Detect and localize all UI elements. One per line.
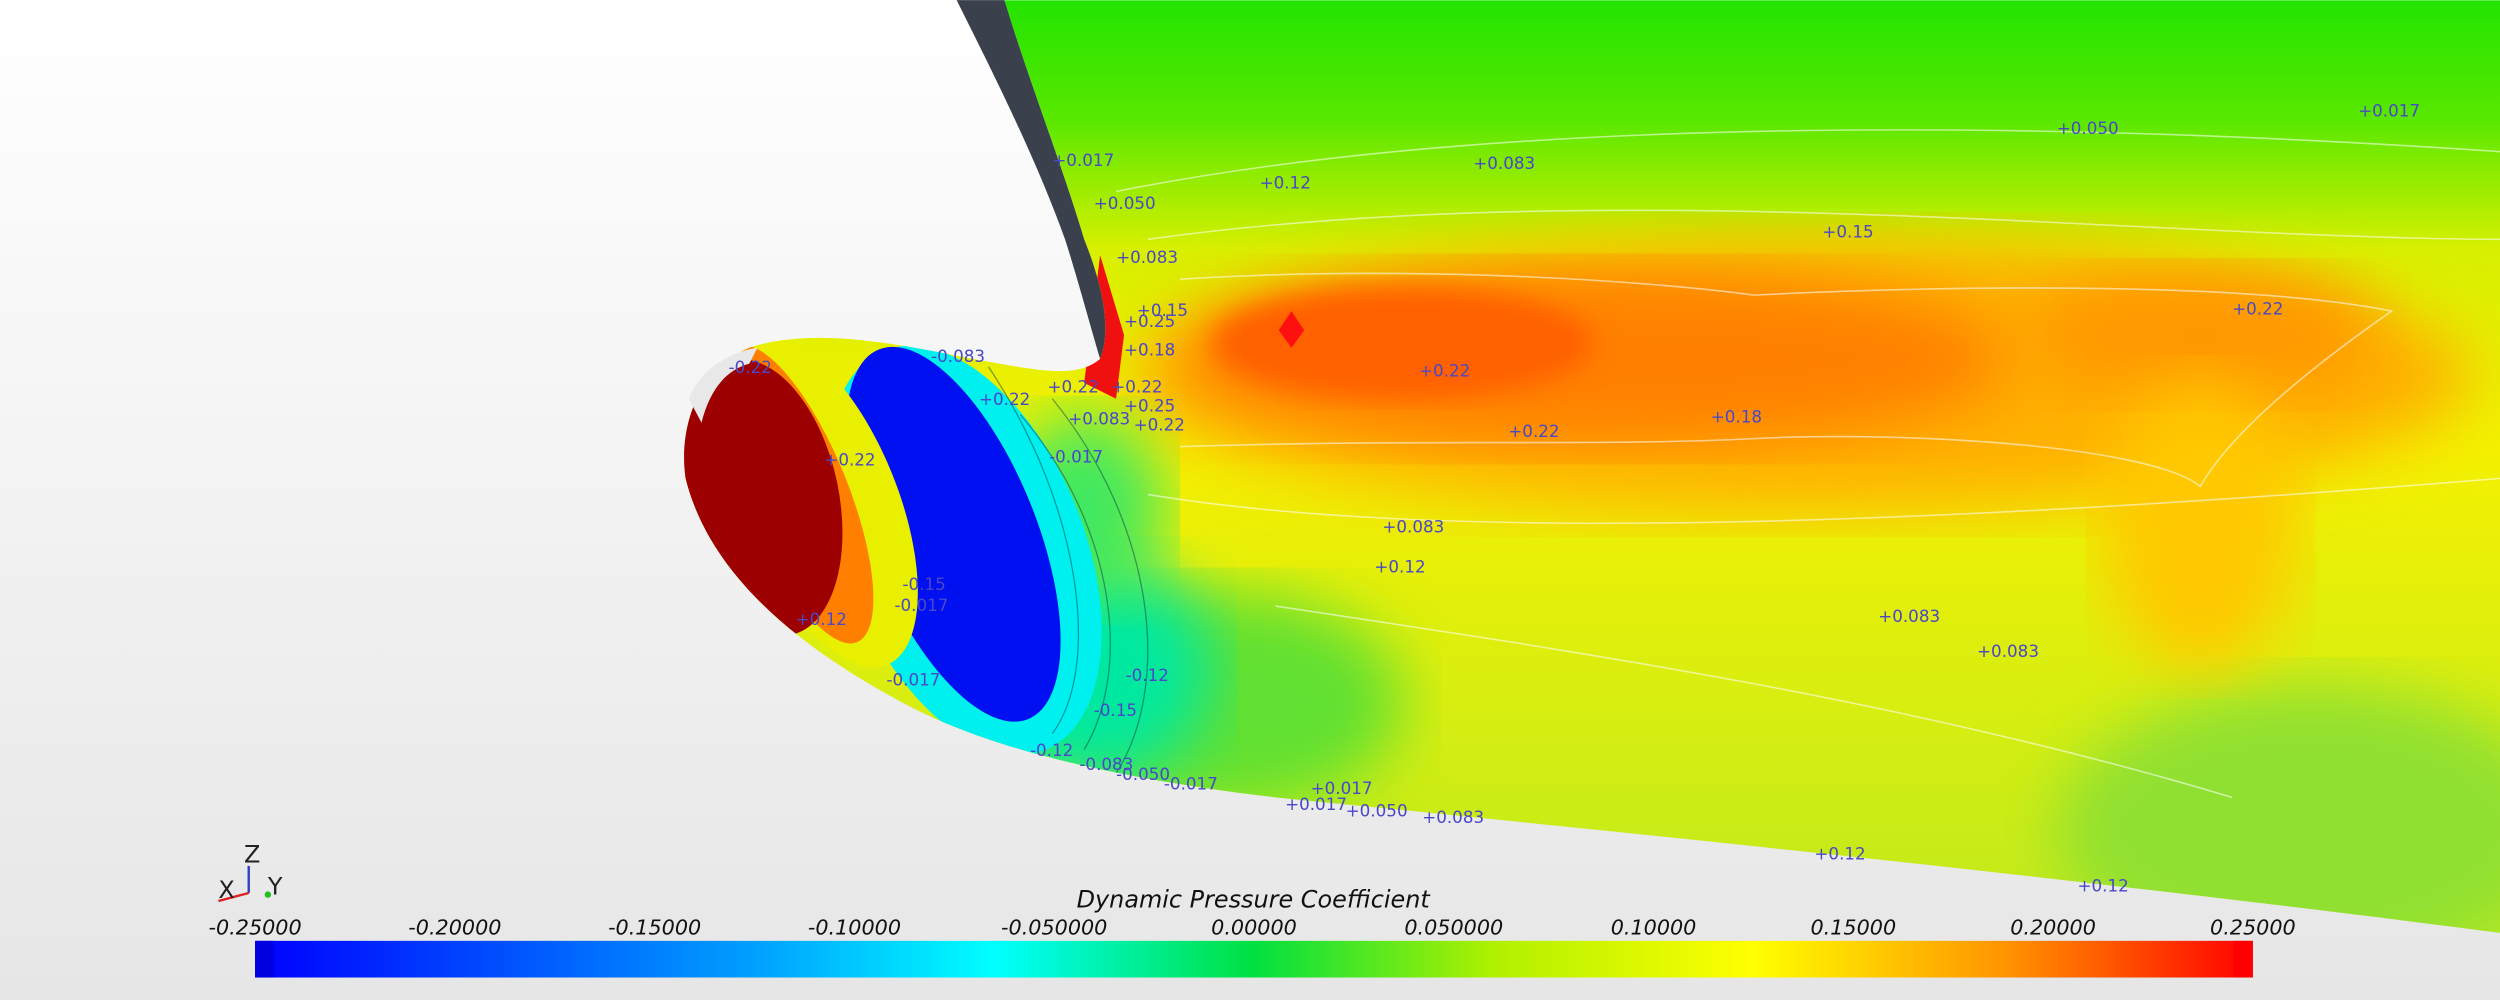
colorbar-ticks: -0.25000 -0.20000 -0.15000 -0.10000 -0.05000… <box>209 915 2296 939</box>
x-axis <box>218 891 250 903</box>
contour-label: +0.050 <box>2057 118 2119 138</box>
contour-label: +0.017 <box>2358 101 2420 121</box>
contour-label: +0.017 <box>1285 794 1347 814</box>
contour-label: -0.083 <box>931 346 985 366</box>
colorbar-tick-label: 0.00000 <box>1211 915 1297 939</box>
contour-label: +0.15 <box>1137 300 1188 320</box>
colorbar-tick-label: -0.15000 <box>608 915 701 939</box>
contour-label: -0.017 <box>1049 447 1103 467</box>
colorbar-tick-label: -0.10000 <box>808 915 901 939</box>
contour-label: -0.15 <box>1094 700 1137 720</box>
colorbar-tick-label: 0.15000 <box>1810 915 1896 939</box>
colorbar-tick-label: 0.050000 <box>1404 915 1503 939</box>
y-axis <box>264 891 272 898</box>
contour-label: +0.12 <box>1260 172 1311 192</box>
colorbar-tick-label: -0.050000 <box>1001 915 1107 939</box>
contour-label: +0.050 <box>1094 193 1156 213</box>
contour-label: -0.017 <box>894 595 948 615</box>
contour-label: +0.083 <box>1382 517 1444 537</box>
bulb-edge <box>688 347 758 423</box>
contour-label: +0.083 <box>1422 807 1484 827</box>
contour-label: -0.050 <box>1116 764 1170 784</box>
y-label: Y <box>267 873 283 901</box>
contour-label: +0.050 <box>1346 800 1408 820</box>
contour-label: +0.12 <box>796 609 847 629</box>
colorbar-tick-label: -0.25000 <box>209 915 302 939</box>
contour-label: +0.083 <box>1473 153 1535 173</box>
contour-label: +0.22 <box>1134 415 1185 435</box>
colorbar-tick-label: 0.20000 <box>2010 915 2096 939</box>
contour-label: +0.15 <box>1822 222 1873 242</box>
contour-label: -0.017 <box>886 670 940 690</box>
colorbar-title: Dynamic Pressure Coefficient <box>1077 885 1432 913</box>
contour-label: +0.22 <box>1419 360 1470 380</box>
colorbar-end <box>255 940 275 978</box>
stem-edge <box>956 0 1106 359</box>
contour-label: +0.22 <box>1508 421 1559 441</box>
contour-label: +0.22 <box>824 450 875 470</box>
contour-label: +0.017 <box>1311 778 1373 798</box>
contour-label: +0.083 <box>1068 408 1130 428</box>
colorbar-tick-label: 0.25000 <box>2210 915 2296 939</box>
contour-label: -0.15 <box>902 574 945 594</box>
contour-label: -0.12 <box>1126 665 1169 685</box>
contour-label: +0.083 <box>1977 641 2039 661</box>
contour-label: +0.083 <box>1878 606 1940 626</box>
colorbar-end <box>2233 940 2253 978</box>
contour-label: -0.083 <box>1079 754 1133 774</box>
contour-label: +0.12 <box>1814 844 1865 864</box>
contour-label: +0.18 <box>1711 407 1762 427</box>
colorbar-tick-label: 0.10000 <box>1611 915 1697 939</box>
contour-label: +0.017 <box>1052 150 1114 170</box>
contour-label: +0.083 <box>1116 247 1178 267</box>
contour-label: +0.25 <box>1124 396 1175 416</box>
contour-labels: +0.017+0.050+0.12+0.083+0.050+0.017+0.08… <box>729 101 2420 896</box>
contour-label: +0.12 <box>1374 557 1425 577</box>
colorbar <box>255 940 2253 978</box>
contour-label: +0.22 <box>1048 376 1099 396</box>
contour-label: -0.12 <box>1030 740 1073 760</box>
contour-label: +0.25 <box>1124 311 1175 331</box>
x-label: X <box>218 876 234 904</box>
z-label: Z <box>244 841 260 869</box>
contour-label: +0.22 <box>1111 376 1162 396</box>
axis-triad: Z X Y <box>218 841 283 904</box>
contour-label: +0.18 <box>1124 340 1175 360</box>
contour-label: +0.22 <box>2232 298 2283 318</box>
contour-label: +0.22 <box>979 389 1030 409</box>
colorbar-tick-label: -0.20000 <box>408 915 501 939</box>
contour-label: -0.017 <box>1164 773 1218 793</box>
contour-label: -0.22 <box>729 357 772 377</box>
contour-label: +0.12 <box>2077 875 2128 895</box>
